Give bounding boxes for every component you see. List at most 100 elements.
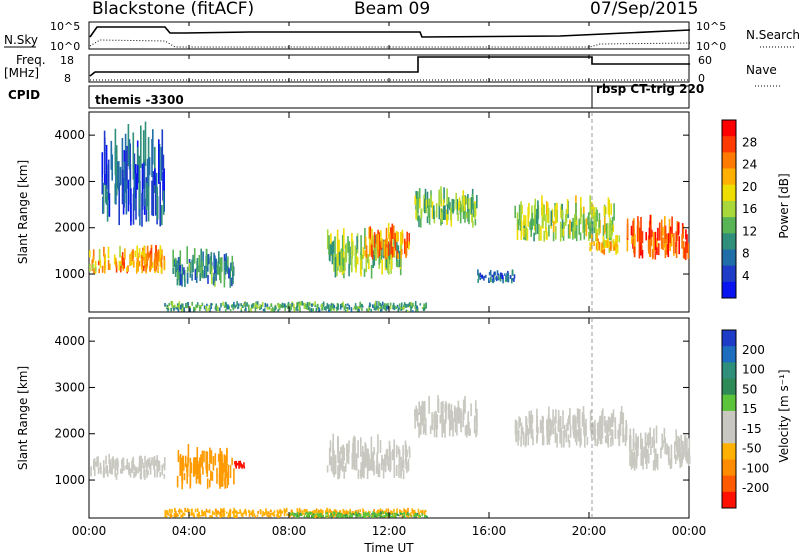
velocity-cell-0-85	[157, 461, 159, 466]
velocity-cell-7-322	[403, 508, 405, 513]
power-cell-5-87	[414, 195, 416, 205]
power-cell-1-54	[227, 256, 229, 272]
power-cell-2-47	[121, 138, 124, 185]
velocity-cell-5-33	[556, 433, 558, 448]
power-cell-7-42	[526, 228, 529, 241]
power-cell-0-116	[153, 258, 156, 271]
power-cell-10-241	[301, 300, 303, 306]
velocity-cell-6-17	[635, 433, 637, 447]
power-cell-7-14	[567, 224, 570, 239]
power-cell-4-17	[401, 232, 404, 243]
power-cell-10-258	[412, 310, 414, 312]
velocity-cell-7-193	[221, 509, 223, 513]
power-cell-1-46	[181, 264, 184, 280]
power-cell-10-357	[333, 305, 336, 309]
power-cell-2-4	[133, 153, 136, 190]
velocity-cell-0-113	[163, 473, 166, 479]
power-cell-7-135	[561, 209, 564, 220]
velocity-colorbar-swatch-10	[722, 491, 736, 509]
power-cell-8-44	[616, 242, 618, 248]
power-cell-10-279	[423, 303, 425, 307]
velocity-cell-2-11	[243, 466, 245, 469]
power-cell-10-224	[206, 303, 208, 306]
velocity-cell-5-87	[578, 408, 581, 423]
velocity-cell-7-6	[204, 513, 207, 517]
power-cell-10-86	[166, 304, 168, 307]
velocity-cell-5-130	[611, 419, 614, 427]
velocity-cell-8-102	[336, 512, 339, 515]
power-cell-10-216	[284, 307, 286, 311]
velocity-cell-7-303	[186, 508, 189, 513]
power-cell-10-392	[316, 304, 319, 308]
velocity-cell-5-18	[607, 416, 610, 432]
velocity-cell-4-56	[436, 414, 439, 430]
power-cell-7-105	[533, 205, 536, 225]
nsky-line	[89, 26, 691, 38]
velocity-cell-7-289	[315, 515, 318, 518]
power-cell-4-60	[377, 234, 379, 250]
power-cell-2-75	[140, 125, 142, 169]
power-cell-10-34	[194, 307, 197, 310]
velocity-cell-7-72	[281, 510, 283, 514]
power-cell-8-41	[606, 243, 609, 248]
power-colorbar-tick-1: 24	[742, 158, 757, 172]
power-cell-0-20	[148, 252, 151, 259]
power-cell-0-69	[121, 252, 124, 266]
velocity-cell-7-255	[321, 509, 324, 513]
power-cell-10-108	[331, 308, 333, 311]
velocity-cell-5-49	[593, 429, 595, 441]
velocity-cell-8-204	[363, 515, 365, 518]
power-cell-10-400	[410, 307, 412, 312]
power-cell-10-319	[378, 301, 380, 306]
power-cell-7-77	[540, 225, 542, 241]
velocity-cell-7-232	[241, 513, 244, 517]
velocity-cell-4-76	[425, 418, 427, 436]
power-cell-3-103	[334, 256, 337, 278]
power-cell-1-88	[199, 272, 201, 281]
power-cell-10-271	[326, 303, 329, 308]
velocity-cell-7-45	[326, 507, 328, 512]
power-cell-2-35	[102, 182, 105, 214]
velocity-cell-7-8	[303, 513, 306, 516]
power-cell-9-64	[681, 234, 683, 249]
power-cell-3-105	[365, 254, 368, 273]
velocity-cell-1-77	[227, 464, 230, 485]
power-cell-10-333	[337, 303, 339, 307]
velocity-cell-3-94	[396, 465, 398, 474]
power-cell-10-332	[385, 303, 388, 308]
velocity-cell-7-280	[285, 507, 288, 513]
velocity-cell-8-214	[365, 516, 367, 518]
power-cell-8-32	[603, 240, 605, 247]
velocity-cell-3-78	[345, 462, 347, 472]
velocity-cell-8-184	[322, 514, 324, 518]
power-cell-10-387	[387, 305, 389, 310]
velocity-cell-5-153	[609, 419, 612, 427]
velocity-colorbar-swatch-4	[722, 394, 736, 412]
velocity-cell-0-112	[131, 462, 134, 474]
velocity-cell-7-238	[411, 508, 413, 513]
power-cell-9-13	[667, 233, 670, 249]
power-cell-4-42	[369, 226, 372, 241]
power-cell-10-230	[267, 307, 270, 310]
power-cell-3-92	[360, 235, 362, 256]
power-cell-1-11	[177, 257, 180, 267]
power-cell-2-73	[107, 159, 110, 200]
velocity-cell-7-401	[221, 509, 224, 513]
velocity-cell-6-94	[684, 435, 687, 449]
power-cell-10-171	[225, 306, 227, 309]
power-cell-10-270	[199, 307, 201, 312]
velocity-cell-3-47	[380, 460, 383, 471]
velocity-colorbar-swatch-3	[722, 378, 736, 396]
x-axis-label: Time UT	[363, 541, 414, 554]
power-cell-8-6	[596, 233, 598, 243]
power-cell-3-104	[367, 254, 369, 264]
ytick-label-0-0: 4000	[54, 128, 85, 142]
velocity-cell-1-16	[189, 467, 192, 489]
power-cell-4-59	[364, 236, 367, 248]
velocity-cell-7-341	[229, 509, 231, 513]
velocity-cell-0-86	[138, 456, 141, 466]
power-cell-10-191	[252, 303, 255, 308]
velocity-cell-4-55	[456, 409, 459, 420]
power-cell-0-16	[157, 253, 159, 266]
velocity-cell-5-163	[547, 433, 550, 443]
